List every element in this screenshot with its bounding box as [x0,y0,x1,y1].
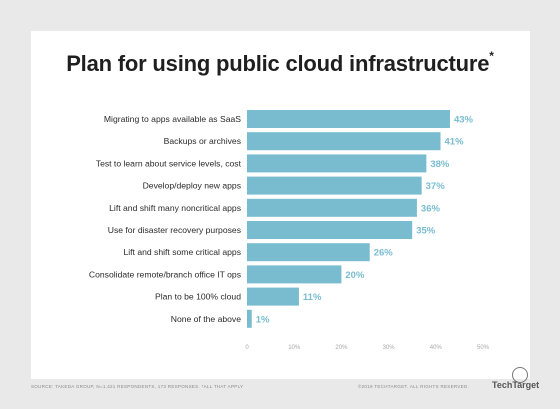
bar [247,221,413,239]
brand-logo-text: TechTarget [492,380,540,390]
x-tick-label: 20% [335,345,348,351]
data-label: 1% [256,314,270,325]
category-label: Lift and shift some critical apps [123,247,241,257]
category-label: Migrating to apps available as SaaS [104,114,241,124]
category-label: Backups or archives [164,136,241,146]
data-label: 41% [445,137,465,148]
category-label: Lift and shift many noncritical apps [109,203,241,213]
bars-layer: Migrating to apps available as SaaS 43% Ba… [89,110,474,328]
data-label: 26% [374,248,394,259]
data-label: 36% [421,203,441,214]
bar [247,132,441,151]
bar [247,265,342,284]
bar [247,198,417,217]
category-label: Plan to be 100% cloud [155,292,241,302]
data-label: 43% [454,115,474,126]
x-tick-label: 10% [288,345,301,351]
data-label: 35% [416,226,436,237]
bar [247,110,450,128]
x-tick-label: 0 [245,345,249,351]
data-label: 11% [303,292,322,303]
bar [247,243,370,262]
brand-logo-icon [512,367,528,383]
source-note: SOURCE: TAKEDA GROUP, N=1,421 RESPONDENT… [31,384,244,389]
bar [247,287,299,306]
copyright-note: ©2019 TECHTARGET. ALL RIGHTS RESERVED. [358,384,470,389]
chart-title-text: Plan for using public cloud infrastructu… [66,51,490,76]
chart-title: Plan for using public cloud infrastructu… [0,49,560,77]
category-label: Consolidate remote/branch office IT ops [89,269,241,279]
bar [247,176,422,195]
category-label: Use for disaster recovery purposes [108,225,241,235]
category-label: Test to learn about service levels, cost [96,158,242,168]
data-label: 37% [426,181,446,192]
bar [247,154,427,173]
data-label: 38% [430,159,450,170]
x-tick-label: 40% [430,345,443,351]
x-tick-label: 30% [383,345,396,351]
bar [247,309,252,328]
x-tick-label: 50% [477,345,490,351]
title-asterisk: * [489,49,494,63]
category-label: None of the above [171,314,241,324]
category-label: Develop/deploy new apps [143,181,241,191]
x-axis-ticks: 0 10% 20% 30% 40% 50% [245,345,489,351]
data-label: 20% [345,270,365,281]
